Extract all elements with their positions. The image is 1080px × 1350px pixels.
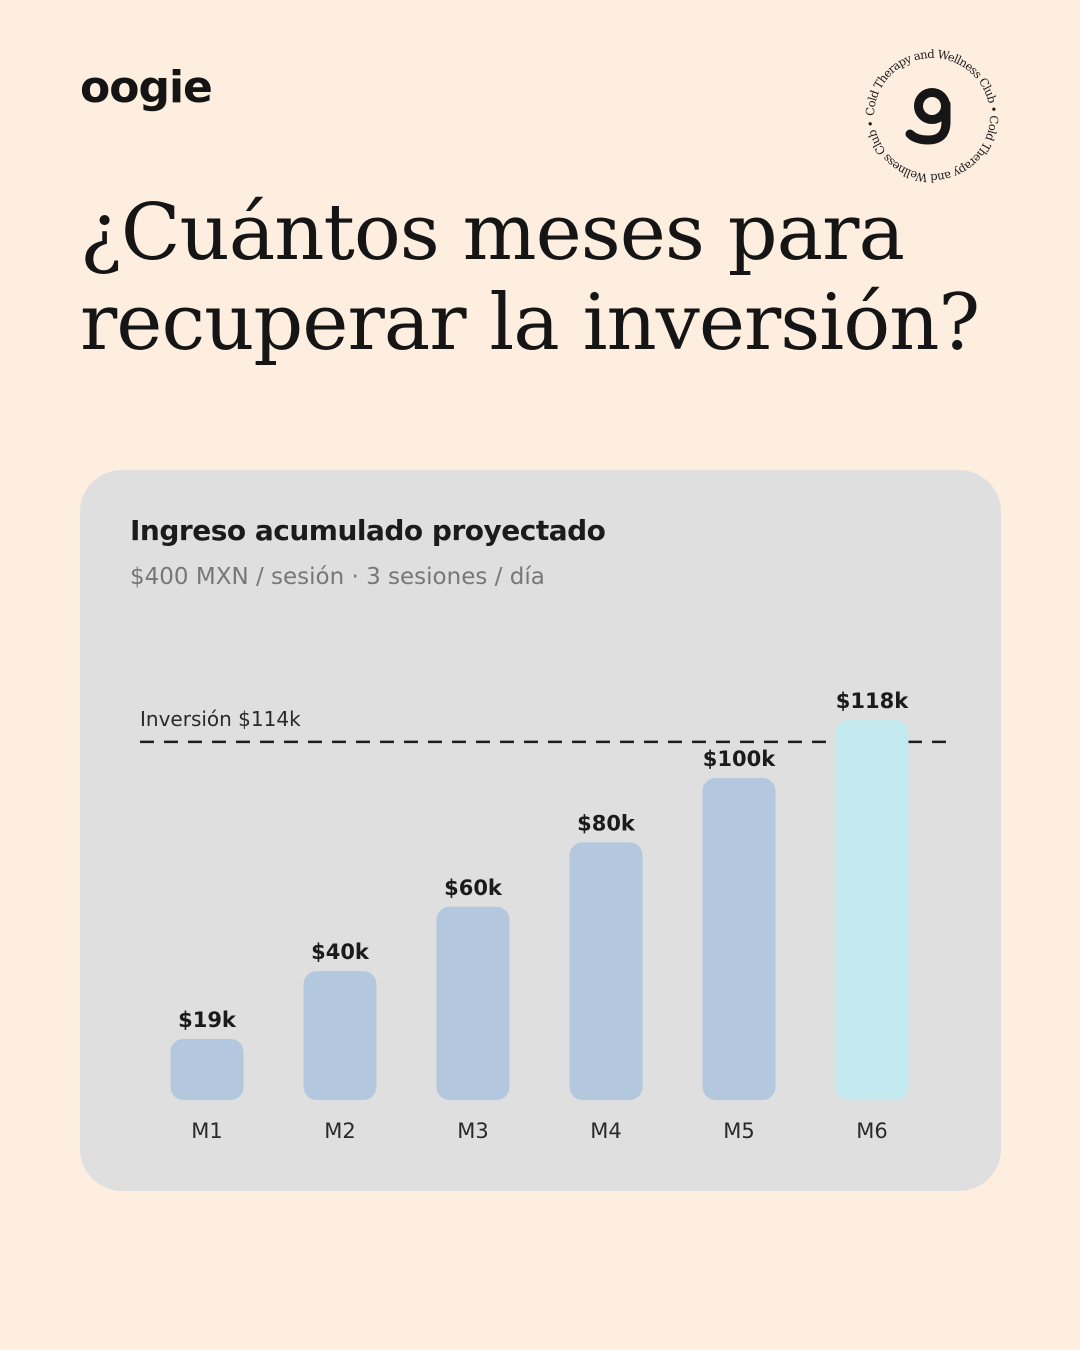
bar-chart: Inversión $114k $19k M1 $40k M2 $60k M3 $80k M4 $… bbox=[140, 689, 946, 1143]
x-tick-label: M5 bbox=[723, 1119, 754, 1143]
bar-m4 bbox=[569, 842, 643, 1100]
reference-line-label: Inversión $114k bbox=[140, 707, 301, 731]
bar-value-label: $60k bbox=[444, 876, 503, 900]
headline-line-1: ¿Cuántos meses para bbox=[80, 188, 905, 278]
bar-value-label: $40k bbox=[311, 940, 370, 964]
oogie-logo: oogie bbox=[80, 62, 213, 113]
chart-subtitle: $400 MXN / sesión · 3 sesiones / día bbox=[130, 564, 545, 590]
bar-m2 bbox=[303, 971, 377, 1100]
x-tick-label: M2 bbox=[324, 1119, 355, 1143]
page-headline: ¿Cuántos meses para recuperar la inversi… bbox=[80, 188, 1040, 368]
bar-m3 bbox=[436, 906, 510, 1100]
x-tick-label: M6 bbox=[856, 1119, 887, 1143]
x-tick-label: M4 bbox=[590, 1119, 621, 1143]
x-tick-label: M1 bbox=[191, 1119, 222, 1143]
chart-card: Ingreso acumulado proyectado $400 MXN / … bbox=[80, 470, 1001, 1191]
g-monogram-icon bbox=[905, 88, 951, 145]
bar-value-label: $118k bbox=[836, 689, 909, 713]
club-badge: Cold Therapy and Wellness Club • Cold Th… bbox=[863, 47, 1001, 185]
bar-value-label: $19k bbox=[178, 1008, 237, 1032]
bar-m1 bbox=[170, 1038, 244, 1100]
headline-line-2: recuperar la inversión? bbox=[80, 278, 980, 368]
bar-value-label: $100k bbox=[703, 747, 776, 771]
bar-value-label: $80k bbox=[577, 811, 636, 835]
x-tick-label: M3 bbox=[457, 1119, 488, 1143]
bar-m6 bbox=[835, 720, 909, 1100]
chart-title: Ingreso acumulado proyectado bbox=[130, 514, 606, 547]
bar-m5 bbox=[702, 777, 776, 1100]
